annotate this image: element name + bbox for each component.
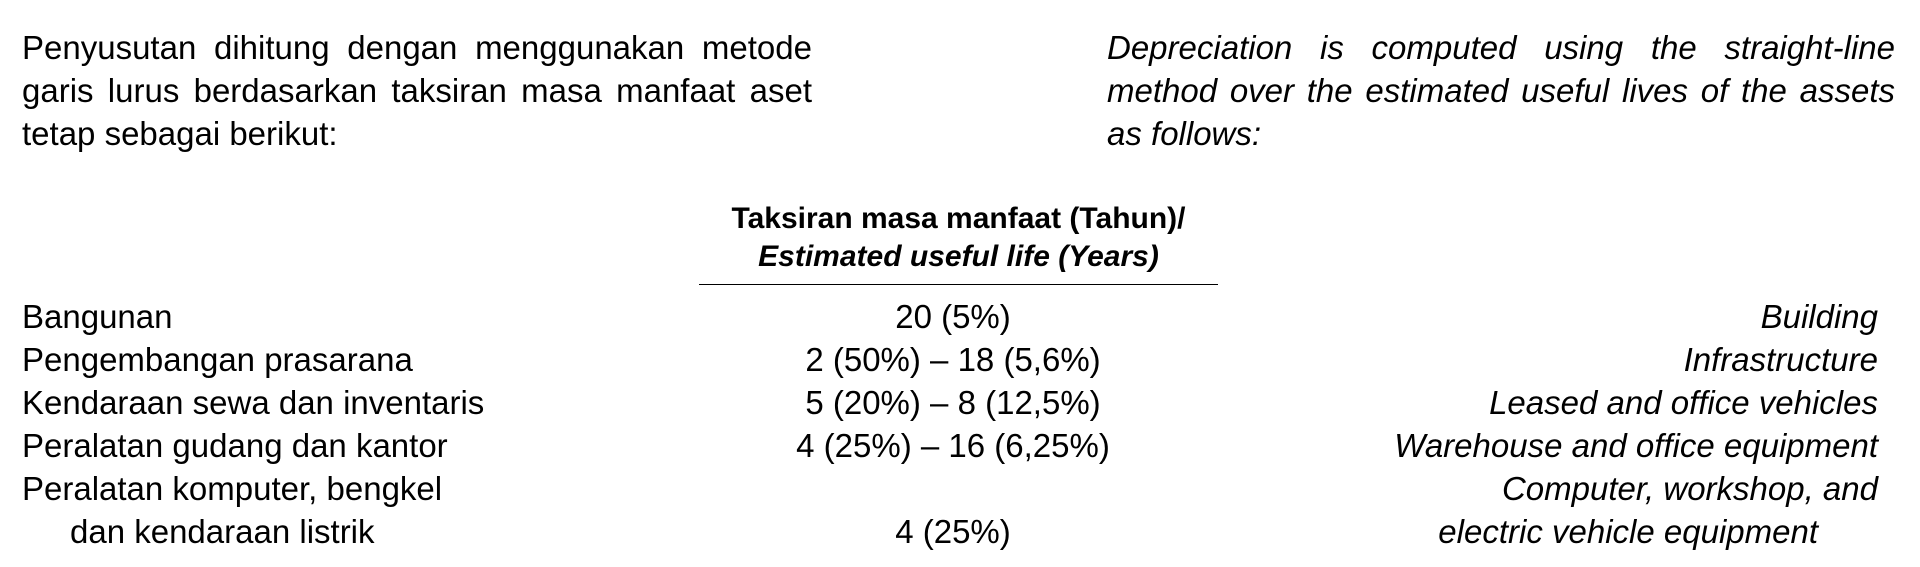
row-value: 20 (5%) bbox=[895, 298, 1011, 335]
row-label-en: Leased and office vehicles bbox=[1489, 384, 1878, 421]
row-label-id: Bangunan bbox=[22, 298, 173, 335]
intro-id: Penyusutan dihitung dengan menggunakan m… bbox=[22, 29, 812, 152]
row-value: 4 (25%) bbox=[895, 513, 1011, 550]
row-label-id: Peralatan gudang dan kantor bbox=[22, 427, 448, 464]
row-label-id: Peralatan komputer, bengkel bbox=[22, 470, 443, 507]
row-label-en: Building bbox=[1760, 298, 1878, 335]
row-value: 4 (25%) – 16 (6,25%) bbox=[796, 427, 1110, 464]
row-label-en: Warehouse and office equipment bbox=[1394, 427, 1878, 464]
row-label-id: Pengembangan prasarana bbox=[22, 341, 413, 378]
row-label-en: Infrastructure bbox=[1683, 341, 1878, 378]
column-header: Estimated useful life (Years) bbox=[758, 240, 1159, 273]
row-label-en: Computer, workshop, and bbox=[1501, 470, 1878, 507]
column-header: Taksiran masa manfaat (Tahun)/ bbox=[731, 202, 1186, 235]
row-value: 5 (20%) – 8 (12,5%) bbox=[805, 384, 1101, 421]
header-rule bbox=[699, 284, 1218, 285]
row-label-en: electric vehicle equipment bbox=[1438, 513, 1818, 550]
intro-en: Depreciation is computed using the strai… bbox=[1107, 29, 1895, 152]
row-label-id: Kendaraan sewa dan inventaris bbox=[22, 384, 485, 421]
row-label-id: dan kendaraan listrik bbox=[70, 513, 375, 550]
row-value: 2 (50%) – 18 (5,6%) bbox=[805, 341, 1101, 378]
